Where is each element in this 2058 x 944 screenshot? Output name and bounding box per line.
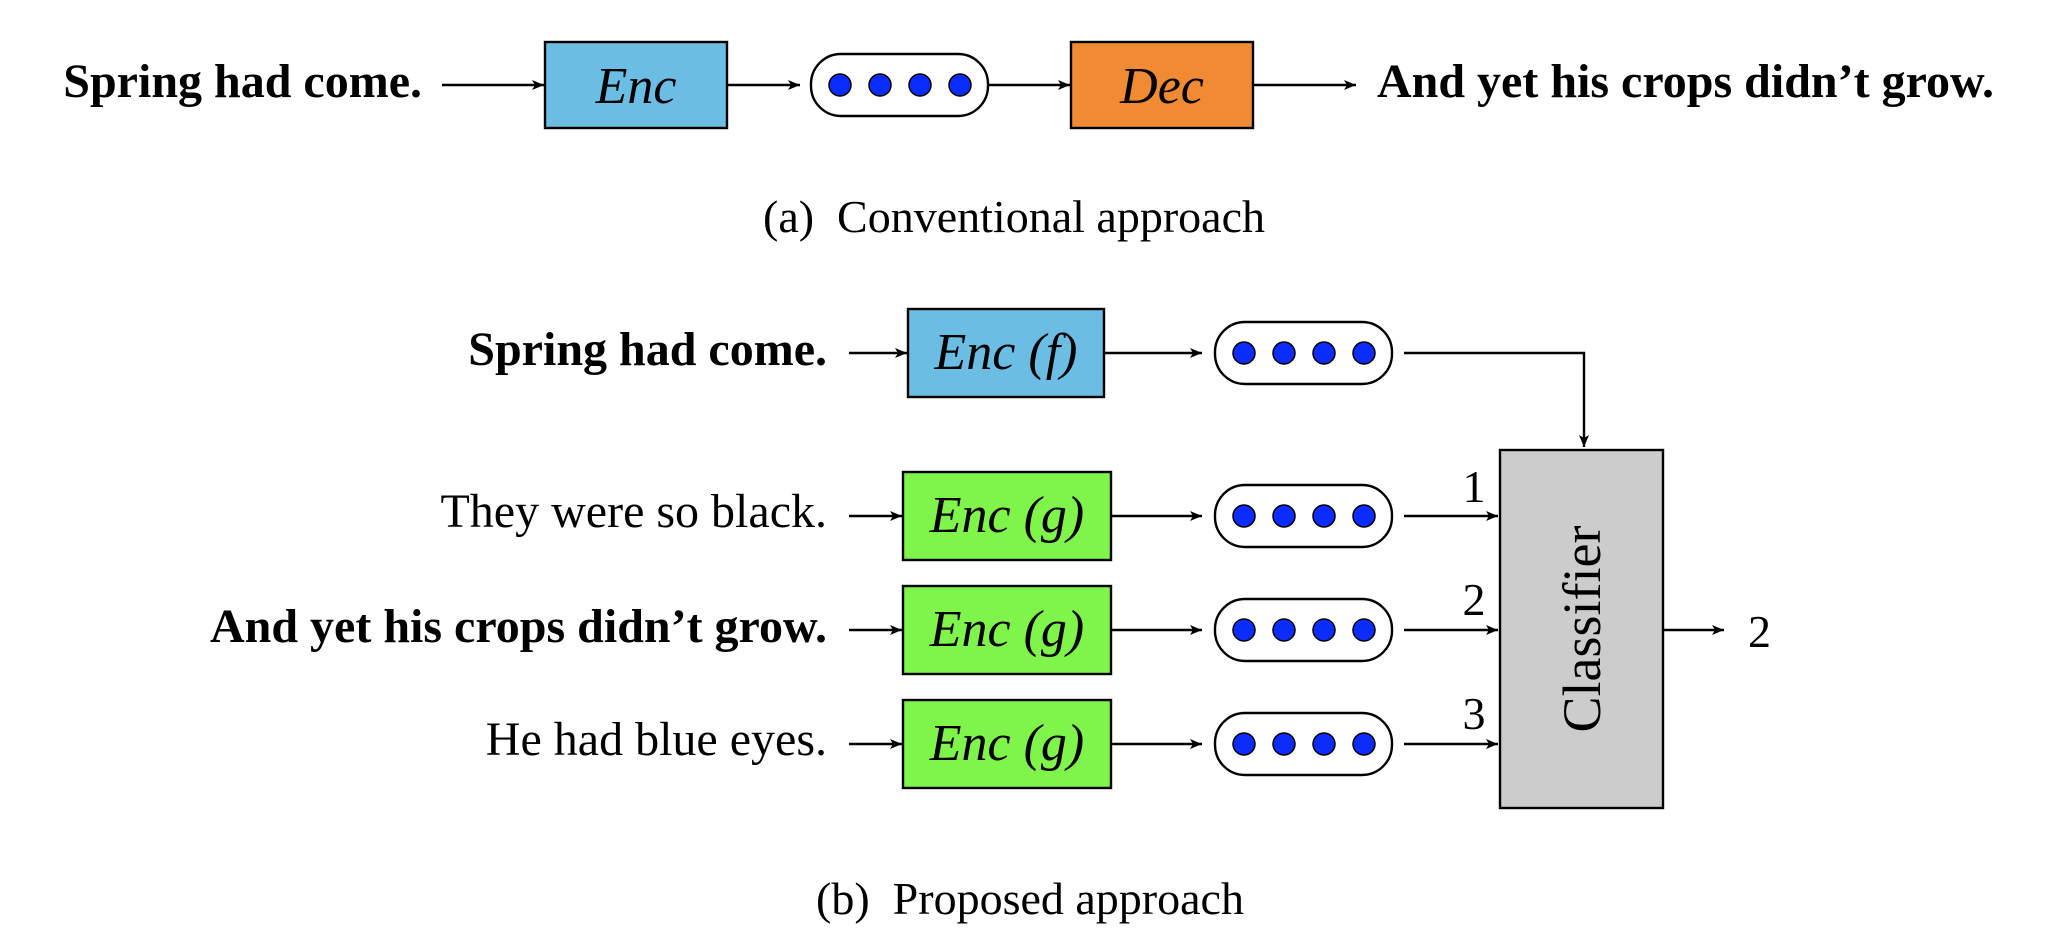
b-vector-capsule <box>1213 320 1394 386</box>
b-context-encoder-label: Enc (f) <box>934 324 1078 381</box>
b-vector-capsule <box>1213 483 1394 549</box>
a-vector <box>809 52 990 118</box>
b-vector-dot <box>1232 732 1256 756</box>
b-vector-capsule <box>1213 711 1394 777</box>
b-candidate-encoder-box <box>901 470 1113 562</box>
panel-a: Spring had come. Enc Dec And yet his cro… <box>63 40 1994 242</box>
b-candidate-encoder-label: Enc (g) <box>929 715 1084 772</box>
b-vector-capsule <box>1213 597 1394 663</box>
a-output-sentence: And yet his crops didn’t grow. <box>1377 55 1994 108</box>
a-decoder-label: Dec <box>1119 58 1204 115</box>
b-candidate-vector <box>1213 483 1394 549</box>
b-candidate-encoder-box <box>901 698 1113 790</box>
b-vector-dot <box>1352 732 1376 756</box>
b-vector-dot <box>1352 618 1376 642</box>
b-vector-dot <box>1232 618 1256 642</box>
b-candidate-sentence: And yet his crops didn’t grow. <box>210 600 827 653</box>
b-context-sentence: Spring had come. <box>468 323 827 376</box>
b-candidate-index: 3 <box>1463 688 1486 739</box>
b-candidate-index: 1 <box>1463 461 1486 512</box>
b-candidate-vector <box>1213 711 1394 777</box>
b-vector-dot <box>1312 618 1336 642</box>
b-vector-dot <box>1312 341 1336 365</box>
b-vector-dot <box>1352 341 1376 365</box>
b-context-vector <box>1213 320 1394 386</box>
a-input-sentence: Spring had come. <box>63 55 422 108</box>
b-caption: (b) Proposed approach <box>816 873 1244 924</box>
b-output-label: 2 <box>1748 606 1771 657</box>
b-candidate-vector <box>1213 597 1394 663</box>
b-vector-dot <box>1232 341 1256 365</box>
b-candidate-encoder-label: Enc (g) <box>929 487 1084 544</box>
b-vector-dot <box>1312 732 1336 756</box>
b-vector-dot <box>1352 504 1376 528</box>
b-candidate-encoder-label: Enc (g) <box>929 601 1084 658</box>
b-candidate-sentence: He had blue eyes. <box>486 713 827 766</box>
a-vector-dot <box>948 73 972 97</box>
b-candidate-sentence: They were so black. <box>440 485 827 538</box>
b-vector-dot <box>1232 504 1256 528</box>
a-vector-dot <box>868 73 892 97</box>
panel-b: Spring had come. Enc (f) They were so bl… <box>210 307 1771 924</box>
b-vector-dot <box>1272 732 1296 756</box>
b-vector-dot <box>1272 504 1296 528</box>
b-candidate-index: 2 <box>1463 574 1486 625</box>
b-vector-dot <box>1312 504 1336 528</box>
b-vector-dot <box>1272 618 1296 642</box>
a-vector-dot <box>828 73 852 97</box>
b-arrow-context-to-classifier <box>1404 351 1589 447</box>
b-classifier-label: Classifier <box>1552 526 1612 733</box>
a-vector-dot <box>908 73 932 97</box>
a-encoder-label: Enc <box>595 58 677 115</box>
b-classifier-box <box>1498 448 1665 810</box>
b-candidate-encoder-box <box>901 584 1113 676</box>
b-vector-dot <box>1272 341 1296 365</box>
a-caption: (a) Conventional approach <box>763 191 1265 242</box>
